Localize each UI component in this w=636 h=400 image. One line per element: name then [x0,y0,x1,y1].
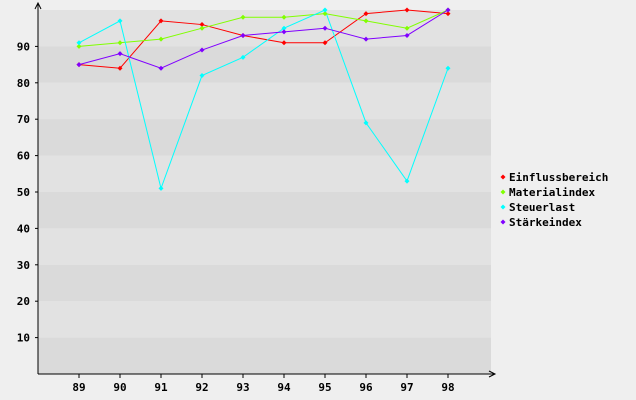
data-point-series-2 [322,7,328,13]
data-point-series-2 [404,178,410,184]
x-tick-label: 90 [113,381,126,394]
data-point-series-2 [445,65,451,71]
y-tick-label: 70 [17,113,30,126]
data-point-series-0 [199,22,205,28]
grid-band [38,10,491,47]
x-tick-label: 98 [441,381,454,394]
data-point-series-3 [158,65,164,71]
plot-bands [38,10,491,374]
y-tick-label: 60 [17,150,30,163]
data-point-series-0 [117,65,123,71]
x-tick-label: 91 [154,381,168,394]
legend-marker [500,189,506,195]
data-point-series-2 [281,25,287,31]
y-tick-label: 20 [17,295,30,308]
legend-marker [500,204,506,210]
data-point-series-3 [322,25,328,31]
grid-band [38,155,491,192]
legend-marker [500,219,506,225]
axes [34,1,497,378]
y-tick-label: 10 [17,332,30,345]
x-tick-label: 95 [318,381,331,394]
legend-label: Steuerlast [509,201,575,214]
x-tick-label: 94 [277,381,291,394]
legend-label: Stärkeindex [509,216,582,229]
x-tick-label: 96 [359,381,373,394]
grid-band [38,119,491,156]
series-line-3 [78,9,449,69]
data-point-series-1 [322,11,328,17]
data-point-series-1 [363,18,369,24]
data-point-series-1 [158,36,164,42]
data-point-series-2 [240,54,246,60]
y-tick-label: 50 [17,186,30,199]
data-point-series-2 [363,120,369,126]
data-point-series-3 [363,36,369,42]
x-tick-label: 97 [400,381,413,394]
y-tick-label: 80 [17,77,30,90]
series-line-2 [78,9,449,191]
data-point-series-0 [322,40,328,46]
data-point-series-2 [199,73,205,79]
x-axis-arrow [488,370,497,378]
data-point-series-3 [117,51,123,57]
y-tick-label: 30 [17,259,30,272]
data-point-series-3 [281,29,287,35]
grid-band [38,301,491,338]
grid-band [38,228,491,265]
y-tick-label: 40 [17,222,30,235]
series-lines [78,9,449,191]
data-point-series-2 [76,40,82,46]
grid-band [38,46,491,83]
grid-band [38,192,491,229]
y-axis-arrow [34,1,42,10]
data-point-series-0 [281,40,287,46]
data-point-series-1 [117,40,123,46]
data-point-series-2 [117,18,123,24]
data-point-series-0 [363,11,369,17]
series-line-0 [78,9,449,69]
grid-band [38,337,491,374]
data-point-series-0 [158,18,164,24]
legend-marker [500,174,506,180]
x-tick-label: 93 [236,381,249,394]
data-point-series-0 [404,7,410,13]
data-point-series-1 [240,14,246,20]
series-points [76,7,451,191]
data-point-series-3 [445,7,451,13]
legend: Einflussbereich Materialindex Steuerlast St… [500,171,608,229]
data-point-series-1 [404,25,410,31]
data-point-series-3 [199,47,205,53]
x-tick-label: 92 [195,381,208,394]
legend-label: Einflussbereich [509,171,608,184]
data-point-series-1 [281,14,287,20]
data-point-series-0 [445,11,451,17]
data-point-series-3 [240,32,246,38]
data-point-series-1 [199,25,205,31]
grid-band [38,264,491,302]
data-point-series-3 [76,62,82,68]
data-point-series-2 [158,185,164,191]
y-tick-label: 90 [17,40,30,53]
legend-label: Materialindex [509,186,595,199]
data-point-series-1 [76,43,82,49]
series-line-1 [78,9,449,47]
x-tick-label: 89 [72,381,85,394]
x-axis-ticks: 89 90 91 92 93 94 95 96 97 98 [72,374,455,394]
data-point-series-3 [404,32,410,38]
y-axis-ticks: 10 20 30 40 50 60 70 80 90 [17,40,38,345]
grid-band [38,82,491,120]
